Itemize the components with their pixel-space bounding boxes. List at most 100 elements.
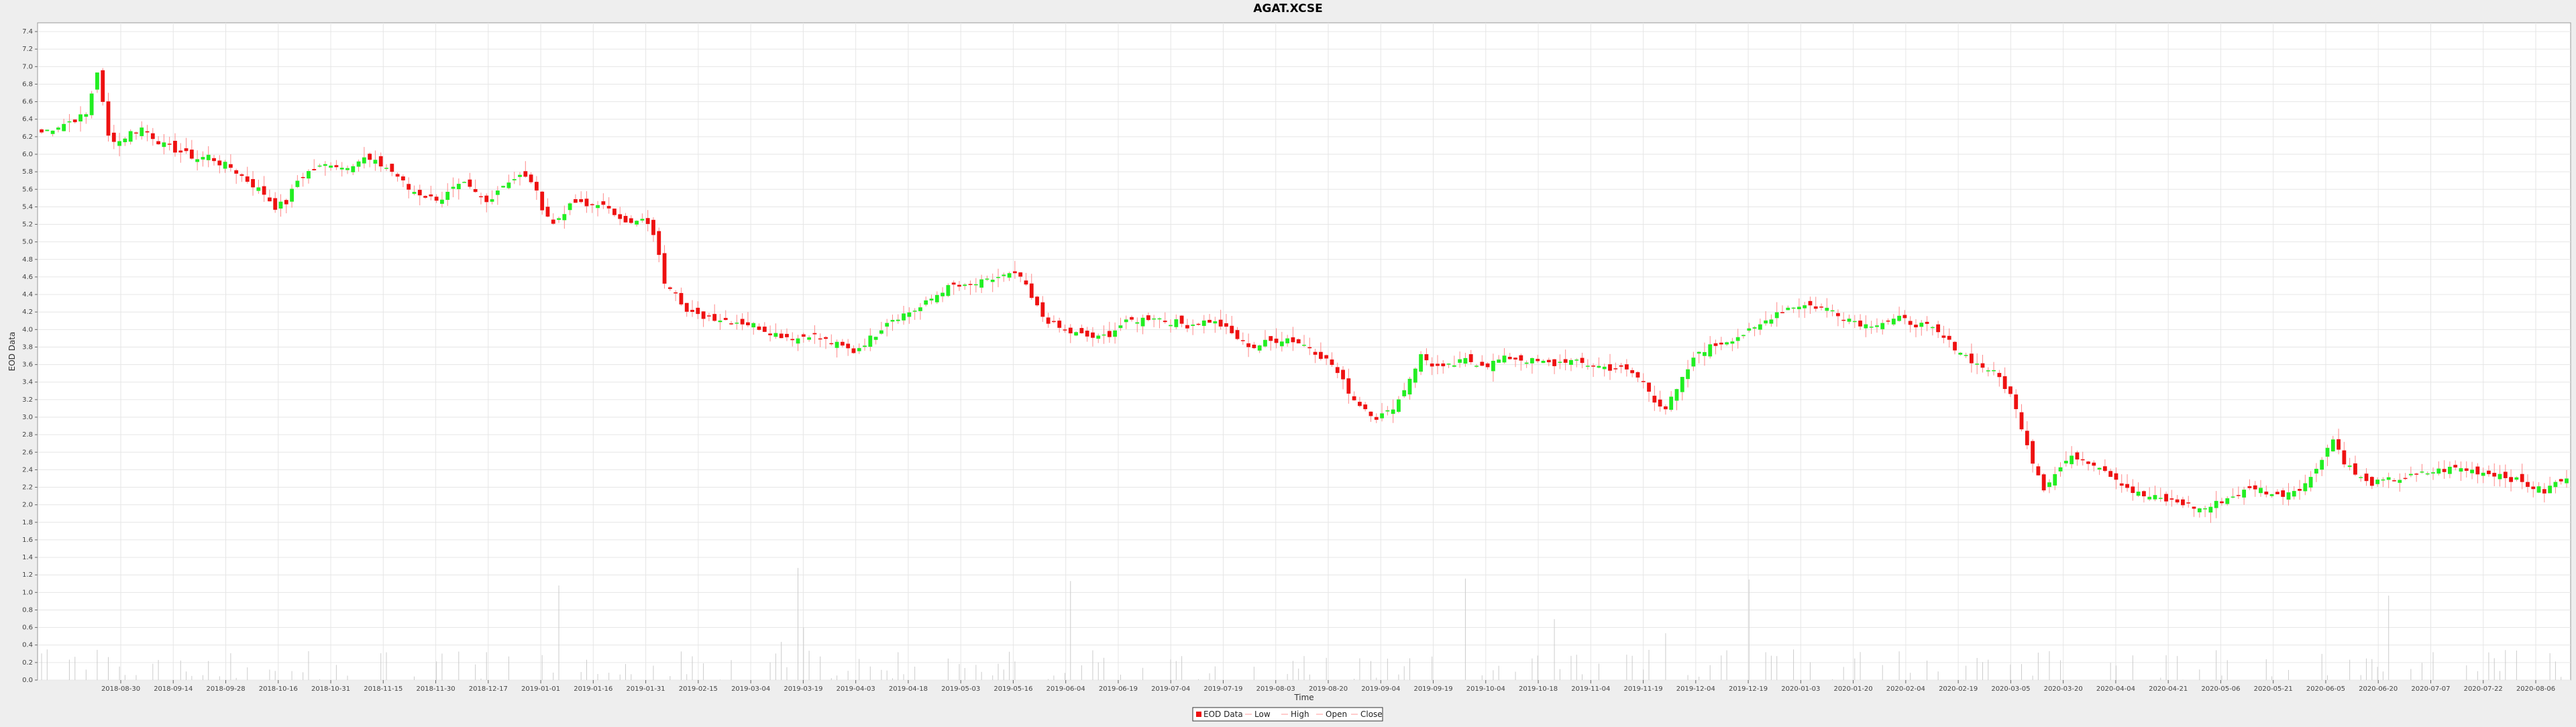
candle-body — [1330, 359, 1334, 365]
candle-body — [1958, 353, 1962, 355]
candle-body — [2342, 451, 2346, 465]
candle-body — [2370, 477, 2374, 486]
x-tick-label: 2018-08-30 — [101, 685, 140, 693]
candle-body — [2114, 473, 2118, 480]
candle-body — [1375, 417, 1379, 420]
candle-body — [474, 189, 478, 192]
candle-body — [1013, 272, 1017, 274]
candle-body — [557, 218, 561, 220]
candle-body — [2303, 484, 2307, 492]
candle-body — [2375, 480, 2379, 484]
candle-body — [1647, 383, 1651, 392]
candle-body — [1858, 321, 1862, 327]
x-tick-label: 2019-04-03 — [837, 685, 875, 693]
volume-bar — [786, 667, 787, 680]
candle-body — [1079, 328, 1083, 333]
y-tick-label: 6.6 — [22, 99, 33, 106]
candle-body — [2353, 463, 2357, 475]
x-tick-label: 2019-09-04 — [1361, 685, 1400, 693]
candle-body — [1074, 332, 1078, 335]
candle-body — [2436, 469, 2440, 474]
y-tick-label: 2.2 — [22, 484, 33, 492]
y-tick-label: 1.6 — [22, 537, 33, 544]
candle-body — [407, 184, 411, 189]
candle-body — [45, 129, 49, 131]
candle-body — [423, 196, 427, 198]
candle-body — [663, 253, 667, 283]
volume-bar — [1882, 665, 1883, 680]
candle-body — [345, 168, 350, 170]
candle-body — [1714, 343, 1718, 346]
volume-bar — [542, 655, 543, 680]
volume-bar — [2199, 669, 2200, 680]
candle-body — [2292, 491, 2296, 496]
volume-bar — [2182, 679, 2183, 680]
volume-bar — [998, 664, 999, 680]
candle-body — [2426, 473, 2430, 475]
candle-body — [2120, 484, 2124, 486]
candle-body — [1875, 325, 1879, 327]
candle-body — [952, 282, 956, 284]
candle-body — [335, 165, 339, 167]
y-tick-label: 6.4 — [22, 116, 33, 123]
candle-body — [323, 164, 327, 166]
candle-body — [1397, 399, 1401, 412]
volume-bar — [2021, 664, 2022, 680]
y-tick-label: 1.2 — [22, 571, 33, 579]
candle-body — [268, 197, 272, 201]
candle-body — [1124, 319, 1128, 322]
candle-body — [251, 179, 255, 187]
x-tick-label: 2018-11-15 — [364, 685, 402, 693]
candle-body — [846, 344, 850, 349]
candle-body — [1964, 355, 1968, 356]
candle-body — [1630, 370, 1634, 373]
candle-body — [2270, 494, 2274, 496]
candle-body — [1197, 324, 1201, 325]
volume-bar — [1309, 675, 1310, 680]
volume-bar — [319, 679, 320, 680]
candle-body — [874, 337, 878, 340]
volume-bar — [1120, 675, 1121, 680]
volume-bar — [2550, 653, 2551, 680]
candle-body — [1307, 347, 1311, 349]
candle-body — [1185, 325, 1189, 329]
candle-body — [612, 209, 616, 215]
candle-body — [2392, 480, 2396, 482]
y-tick-label: 5.0 — [22, 239, 33, 246]
candle-body — [107, 101, 111, 135]
candle-body — [340, 168, 344, 169]
candle-body — [1269, 336, 1273, 341]
y-tick-label: 4.4 — [22, 291, 33, 298]
candle-body — [134, 133, 138, 134]
x-tick-label: 2019-10-18 — [1519, 685, 1558, 693]
volume-bar — [1843, 667, 1844, 680]
candle-body — [1208, 320, 1212, 323]
candle-body — [1346, 378, 1350, 394]
candle-body — [1652, 396, 1656, 402]
candle-body — [468, 180, 472, 187]
candle-body — [2186, 502, 2190, 504]
candle-body — [907, 313, 911, 317]
candle-body — [1452, 366, 1456, 367]
candle-body — [969, 284, 973, 285]
candle-body — [2365, 473, 2369, 481]
candle-body — [1246, 343, 1250, 347]
volume-bar — [1098, 663, 1099, 680]
candle-body — [73, 119, 77, 122]
candle-body — [201, 157, 205, 160]
candle-body — [1035, 296, 1039, 305]
y-tick-label: 2.0 — [22, 502, 33, 509]
candle-body — [418, 190, 422, 195]
candle-body — [2453, 465, 2457, 467]
candle-body — [301, 177, 305, 178]
legend-label-open: Open — [1326, 710, 1347, 719]
volume-bar — [2371, 659, 2372, 680]
candle-body — [702, 311, 706, 319]
volume-bar — [2060, 661, 2061, 680]
candle-body — [2220, 502, 2224, 504]
candle-body — [579, 199, 583, 202]
candle-body — [1085, 331, 1089, 337]
candle-body — [390, 164, 394, 172]
volume-bar — [2505, 650, 2506, 680]
candle-body — [2387, 478, 2391, 480]
